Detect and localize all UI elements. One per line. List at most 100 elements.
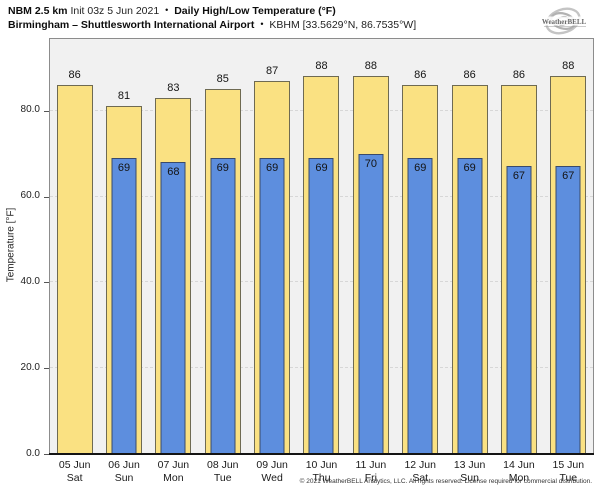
x-tick-date: 12 Jun (404, 459, 436, 471)
bar-group: 85 69 08 Jun Tue (198, 39, 247, 484)
bar-group: 86 69 13 Jun Sun (445, 39, 494, 484)
x-tick-date: 10 Jun (305, 459, 338, 471)
low-bar (210, 157, 236, 454)
title-line-1: NBM 2.5 km Init 03z 5 Jun 2021 • Daily H… (8, 4, 416, 18)
bar-group: 81 69 06 Jun Sun (99, 39, 148, 484)
bar-group: 86 05 Jun Sat (50, 39, 99, 484)
high-value-label: 86 (463, 68, 476, 81)
logo-text: WeatherBELL (542, 18, 587, 26)
x-tick-label: 08 Jun Tue (192, 459, 253, 484)
low-value-label: 69 (463, 161, 476, 174)
y-tick-mark (44, 196, 49, 198)
model-name: NBM 2.5 km (8, 5, 68, 17)
x-tick-date: 08 Jun (206, 459, 239, 471)
high-value-label: 87 (266, 64, 279, 77)
low-bar (308, 157, 334, 454)
x-tick-label: 05 Jun Sat (44, 459, 105, 484)
title-line-2: Birmingham – Shuttlesworth International… (8, 18, 416, 32)
x-tick-label: 10 Jun Thu (291, 459, 352, 484)
low-bar (160, 162, 186, 454)
high-value-label: 88 (562, 60, 575, 73)
y-tick-mark (44, 282, 49, 284)
x-tick-day: Sun (114, 471, 134, 484)
x-tick-date: 15 Jun (552, 459, 585, 471)
x-tick-label: 15 Jun Tue (538, 459, 599, 484)
y-tick-label: 20.0 (20, 361, 40, 373)
x-tick-date: 07 Jun (157, 459, 190, 471)
high-value-label: 86 (68, 68, 81, 81)
low-value-label: 69 (266, 161, 279, 174)
bar-group: 87 69 09 Jun Wed (247, 39, 296, 484)
low-bar (259, 157, 285, 454)
y-tick-label: 80.0 (20, 104, 40, 116)
y-tick-mark (44, 368, 49, 370)
station-id: KBHM [33.5629°N, 86.7535°W] (269, 19, 417, 31)
station-name: Birmingham – Shuttlesworth International… (8, 19, 255, 31)
y-tick-label: 60.0 (20, 190, 40, 201)
high-bar (56, 84, 93, 454)
x-tick-label: 11 Jun Fri (340, 459, 401, 484)
high-value-label: 88 (364, 60, 377, 73)
x-tick-label: 13 Jun Sun (439, 459, 500, 484)
init-time: Init 03z 5 Jun 2021 (70, 5, 160, 17)
x-tick-label: 12 Jun Sat (390, 459, 451, 484)
bar-group: 86 69 12 Jun Sat (396, 39, 445, 484)
low-bar (555, 166, 581, 454)
bar-group: 88 70 11 Jun Fri (346, 39, 395, 484)
high-value-label: 88 (315, 60, 328, 73)
low-value-label: 70 (364, 157, 377, 170)
x-tick-label: 07 Jun Mon (143, 459, 204, 484)
high-value-label: 86 (414, 68, 427, 81)
bar-group: 86 67 14 Jun Mon (494, 39, 543, 484)
x-tick-day: Thu (312, 471, 331, 484)
low-value-label: 69 (315, 161, 328, 174)
bar-group: 88 69 10 Jun Thu (297, 39, 346, 484)
x-axis-line (49, 453, 594, 455)
y-tick-mark (44, 454, 49, 455)
y-axis-title: Temperature [°F] (5, 207, 17, 283)
bullet-separator-2: • (260, 19, 264, 29)
low-value-label: 68 (167, 166, 180, 179)
high-value-label: 86 (512, 68, 526, 81)
weatherbell-logo: WeatherBELL (541, 7, 587, 35)
copyright-notice: © 2021 WeatherBELL Analytics, LLC. All r… (299, 478, 592, 485)
bullet-separator: • (165, 5, 169, 15)
x-tick-date: 09 Jun (256, 459, 288, 471)
y-tick-mark (44, 110, 49, 112)
x-tick-label: 06 Jun Sun (93, 459, 154, 484)
x-tick-day: Sun (460, 471, 479, 484)
y-tick-label: 40.0 (20, 275, 40, 287)
high-value-label: 85 (216, 73, 229, 86)
y-tick-label: 0.0 (26, 447, 40, 459)
low-value-label: 69 (117, 161, 131, 174)
x-tick-day: Mon (163, 471, 184, 484)
low-bar (506, 166, 532, 454)
x-tick-date: 11 Jun (355, 459, 387, 471)
x-tick-date: 05 Jun (58, 459, 91, 471)
x-tick-day: Fri (364, 471, 377, 484)
high-value-label: 81 (117, 90, 131, 103)
x-tick-day: Sat (412, 471, 429, 484)
low-value-label: 69 (414, 161, 427, 174)
low-bar (358, 153, 384, 454)
product-name: Daily High/Low Temperature (°F) (174, 5, 336, 17)
x-tick-date: 13 Jun (453, 459, 486, 471)
x-tick-date: 06 Jun (108, 459, 140, 471)
bar-group: 83 68 07 Jun Mon (149, 39, 198, 484)
low-value-label: 69 (216, 161, 229, 174)
x-tick-label: 14 Jun Mon (488, 459, 549, 484)
x-tick-date: 14 Jun (503, 459, 535, 471)
x-tick-label: 09 Jun Wed (241, 459, 302, 484)
x-tick-day: Sat (66, 471, 83, 484)
x-tick-day: Mon (508, 471, 530, 484)
x-tick-day: Tue (213, 471, 232, 484)
low-bar (457, 157, 483, 454)
low-bar (111, 157, 137, 454)
bar-group: 88 67 15 Jun Tue (544, 39, 593, 484)
high-value-label: 83 (167, 81, 180, 94)
chart-header: NBM 2.5 km Init 03z 5 Jun 2021 • Daily H… (8, 4, 416, 32)
x-tick-day: Wed (261, 471, 283, 484)
low-bar (407, 157, 433, 454)
x-tick-day: Tue (559, 471, 578, 484)
